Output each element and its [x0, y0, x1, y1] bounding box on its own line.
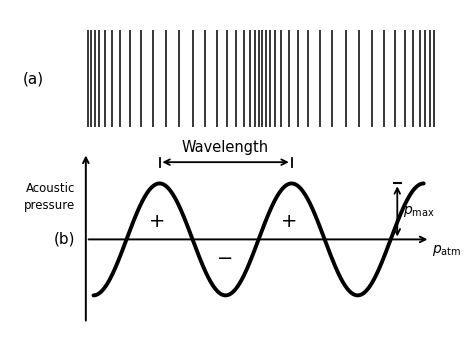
Text: Wavelength: Wavelength — [182, 141, 269, 156]
Text: Acoustic
pressure: Acoustic pressure — [24, 182, 75, 212]
Text: $p_{\mathrm{max}}$: $p_{\mathrm{max}}$ — [403, 204, 435, 219]
Text: (a): (a) — [23, 71, 44, 86]
Text: +: + — [282, 212, 298, 231]
Text: +: + — [149, 212, 165, 231]
Text: (b): (b) — [54, 232, 75, 247]
Text: −: − — [218, 249, 234, 268]
Text: $p_{\mathrm{atm}}$: $p_{\mathrm{atm}}$ — [432, 243, 461, 258]
